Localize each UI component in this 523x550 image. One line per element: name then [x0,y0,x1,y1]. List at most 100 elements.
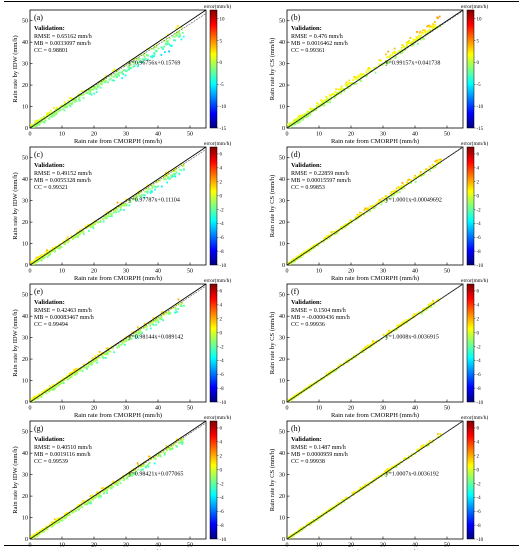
data-point [294,260,297,263]
data-point [106,211,109,213]
y-tick-label: 10 [279,379,285,385]
data-point [166,175,169,178]
data-point [428,166,431,169]
data-point [169,312,172,315]
data-point [75,99,77,101]
colorbar-tick-label: 0 [477,61,480,66]
data-point [168,177,171,180]
y-tick-label: 10 [22,379,28,385]
x-tick-label: 0 [29,132,32,138]
data-point [178,31,180,33]
y-tick-label: 20 [279,357,285,363]
data-point [378,63,381,66]
data-point [92,87,95,90]
data-point [33,260,35,262]
data-point [38,393,41,395]
data-point [165,40,168,42]
data-point [142,468,144,471]
y-tick-label: 30 [279,62,285,68]
data-point [422,174,424,177]
data-point [383,197,386,200]
data-point [78,93,80,96]
data-point [91,88,93,91]
y-tick-label: 50 [279,293,285,299]
data-point [59,243,62,246]
data-point [171,175,174,178]
data-point [345,84,348,87]
data-point [141,464,143,467]
data-point [68,514,71,517]
data-point [116,201,119,204]
data-point [360,80,363,83]
data-point [294,394,297,397]
data-point [162,48,164,50]
data-point [381,197,384,200]
data-point [62,240,65,243]
data-point [182,165,184,168]
fit-line [287,10,463,128]
x-tick-label: 10 [316,406,322,412]
data-point [401,182,404,184]
data-point [160,315,163,318]
colorbar-tick-label: -4 [477,496,482,501]
data-point [111,481,114,484]
data-point [164,178,167,180]
data-point [124,203,127,205]
colorbar-tick-label: -15 [220,127,227,132]
data-point [97,493,100,496]
data-point [325,510,328,513]
data-point [90,224,92,227]
data-point [302,114,305,117]
data-point [408,39,411,42]
data-point [55,385,58,388]
data-point [322,241,325,243]
data-point [413,177,416,179]
data-point [97,354,99,357]
data-point [288,128,290,130]
data-point [91,494,94,497]
data-point [75,100,78,102]
data-point [92,225,94,228]
data-point [398,191,401,193]
data-point [53,113,56,115]
data-point [154,188,156,191]
colorbar-tick-label: -2 [477,208,482,213]
data-point [53,249,56,252]
data-point [72,238,74,240]
data-point [418,311,421,314]
data-point [132,65,135,68]
colorbar [209,283,218,403]
colorbar-tick-label: -6 [220,373,225,378]
data-point [181,302,184,305]
data-point [433,303,436,306]
colorbar-tick-label: 0 [220,331,223,336]
x-tick-label: 20 [91,406,97,412]
x-tick-label: 30 [123,269,129,275]
data-point [43,256,46,259]
data-point [385,53,387,56]
data-point [151,187,154,189]
data-point [350,82,352,85]
data-point [337,365,339,368]
data-point [156,43,159,46]
data-point [372,340,374,343]
mb-text: MB = 0.00015597 mm/h [291,178,351,184]
data-point [135,333,137,336]
data-point [414,174,416,177]
data-point [424,29,426,32]
data-point [70,103,73,105]
data-point [180,26,183,29]
panel-label: (a) [34,13,43,22]
fit-equation: y=1.0007x-0.0036192 [386,471,439,477]
data-point [117,72,120,74]
data-point [174,306,177,309]
data-point [43,390,45,393]
validation-heading: Validation: [291,436,322,443]
data-point [408,318,411,321]
data-point [116,480,118,483]
data-point [42,528,45,530]
data-point [99,495,102,498]
data-point [91,223,94,226]
data-point [410,455,413,458]
data-point [36,119,39,122]
